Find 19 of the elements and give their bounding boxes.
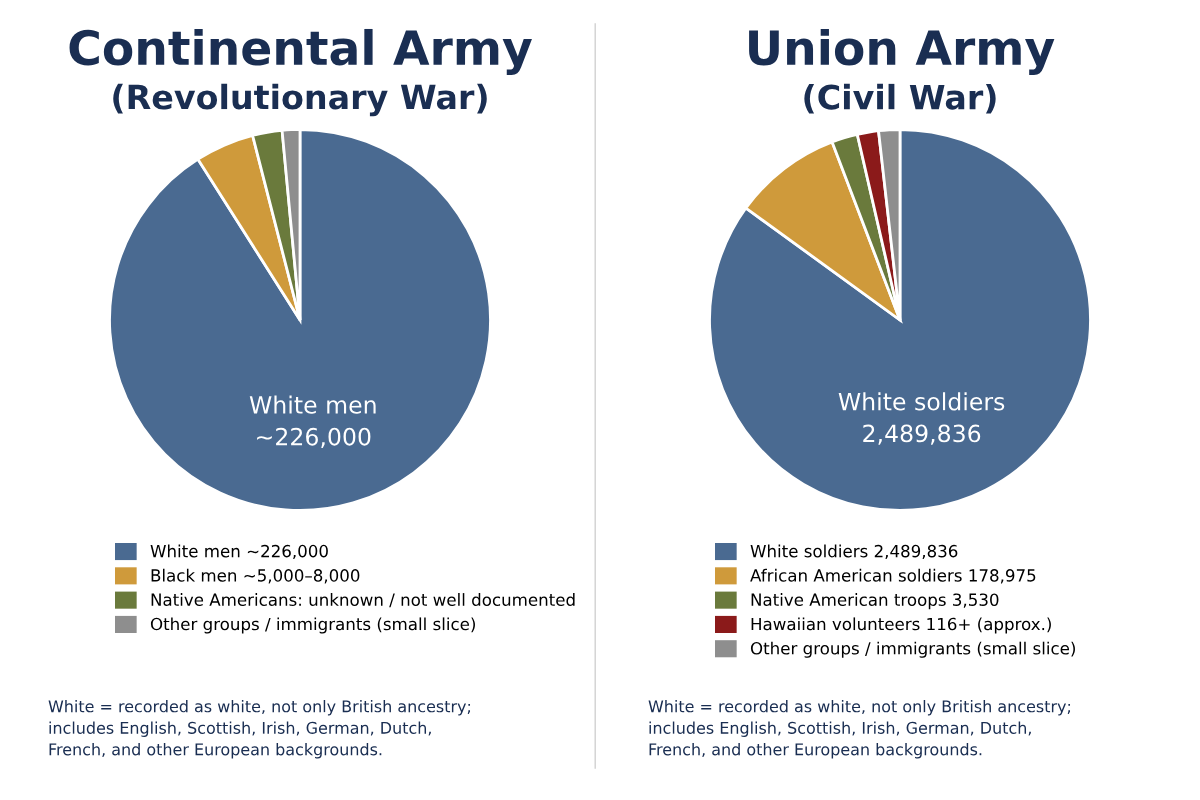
text: White = recorded as white, not only British ancestry; includes English, Scottish, Irish, German, Dutch, French, and other European backgrounds. <box>48 700 471 759</box>
legend-label: Other groups / immigrants (small slice) <box>150 617 475 634</box>
chart-subtitle: (Revolutionary War) <box>113 83 487 117</box>
legend-label: Native Americans: unknown / not well documented <box>151 593 575 608</box>
pie-slice <box>708 128 1092 512</box>
chart-subtitle: (Civil War) <box>804 83 996 114</box>
legend-label: African American soldiers 178,975 <box>750 568 1036 584</box>
legend-label: White soldiers 2,489,836 <box>750 544 958 560</box>
legend-label: White men ~226,000 <box>150 544 328 560</box>
legend-label: Other groups / immigrants (small slice) <box>750 641 1075 658</box>
pie-slice <box>108 128 492 512</box>
text: White men ~226,000 <box>249 395 376 449</box>
text: White soldiers 2,489,836 <box>838 392 1005 445</box>
legend-label: Black men ~5,000–8,000 <box>151 568 360 584</box>
text: White = recorded as white, not only British ancestry; includes English, Scottish, Irish, German, Dutch, French, and other European backgrounds. <box>648 700 1071 759</box>
chart-title: Continental Army <box>69 28 532 76</box>
legend-label: Hawaiian volunteers 116+ (approx.) <box>751 617 1051 634</box>
chart-title: Union Army <box>749 28 1055 76</box>
legend-label: Native American troops 3,530 <box>751 593 999 610</box>
